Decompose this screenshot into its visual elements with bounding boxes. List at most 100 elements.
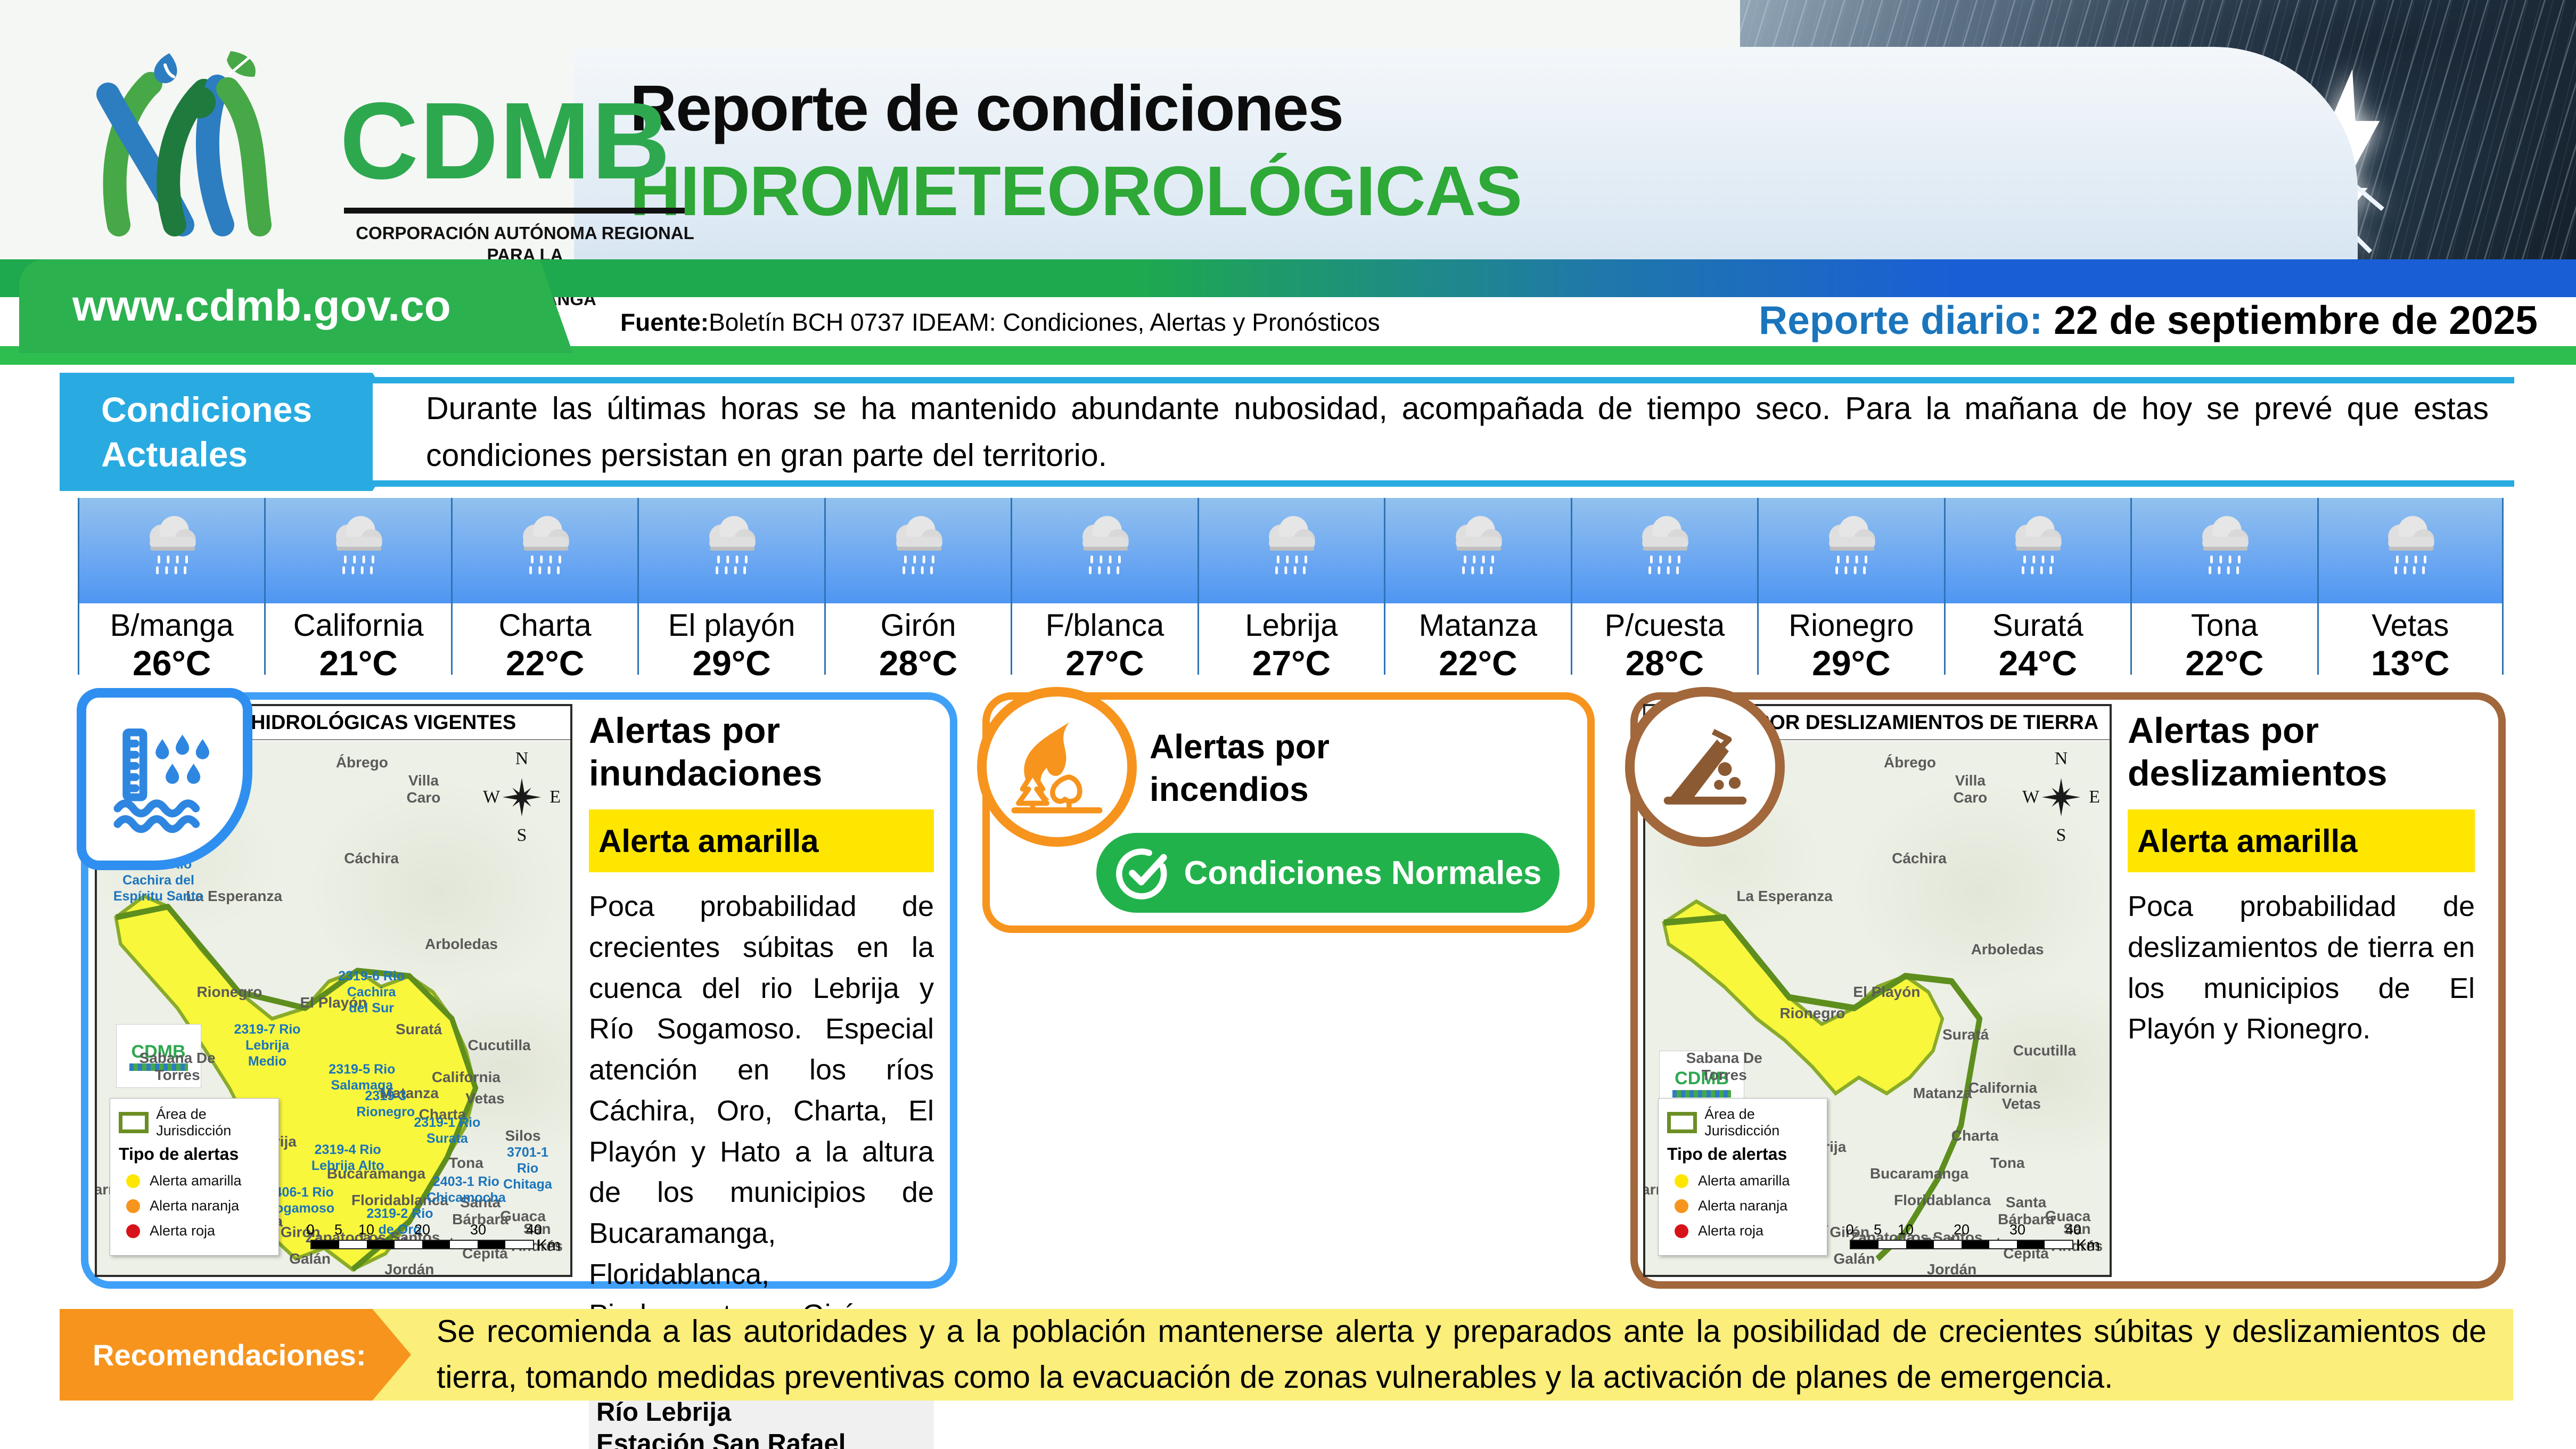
city-name: California	[293, 608, 424, 643]
compass-rose: N W E S	[2022, 749, 2100, 845]
city-temperature: 22°C	[505, 643, 585, 683]
map-place-label: Ábrego	[1884, 754, 1937, 771]
map-place-label: Jordán	[1926, 1260, 1977, 1275]
station-name: Estación San Rafael	[596, 1429, 846, 1449]
scalebar-ticks: 0 5 10 20 30 40	[306, 1222, 542, 1238]
city-temperature: 28°C	[1625, 643, 1704, 683]
map-place-label: Galán	[289, 1250, 331, 1267]
fire-alert-panel: Alertas por incendios Condiciones Normal…	[977, 687, 1595, 933]
city-temperature: 29°C	[1812, 643, 1891, 683]
jurisdiction-label: Área de Jurisdicción	[1704, 1106, 1780, 1139]
title-card: Reporte de condiciones HIDROMETEOROLÓGIC…	[574, 47, 2358, 259]
map-place-label: Matanza	[1913, 1085, 1972, 1102]
rain-cloud-icon	[266, 498, 451, 603]
weather-cell: Lebrija 27°C	[1197, 498, 1384, 683]
map-river-label: 2319-2 Rio de Oro	[366, 1206, 433, 1237]
alert-type-label: Alerta amarilla	[150, 1173, 242, 1189]
map-place-label: La Esperanza	[1736, 887, 1833, 904]
scalebar-tick: 40	[2065, 1222, 2082, 1238]
map-place-label: California	[1968, 1079, 2038, 1096]
map-place-label: Cáchira	[1892, 850, 1947, 867]
compass-w: W	[2022, 787, 2040, 807]
scalebar-tick: 0	[306, 1222, 315, 1238]
map-place-label: Guaca	[500, 1207, 546, 1224]
weather-cell: F/blanca 27°C	[1011, 498, 1197, 683]
landslide-heading: Alertas por deslizamientos	[2128, 709, 2475, 795]
legend-item: Alerta roja	[1675, 1223, 1818, 1239]
legend-item: Alerta amarilla	[1675, 1173, 1818, 1189]
weather-cell: Matanza 22°C	[1384, 498, 1571, 683]
page-subtitle: HIDROMETEOROLÓGICAS	[630, 152, 1522, 230]
cdmb-figures-icon	[96, 51, 272, 236]
city-name: Charta	[498, 608, 592, 643]
flood-alert-level: Alerta amarilla	[598, 823, 819, 859]
legend-item: Alerta naranja	[126, 1198, 270, 1214]
alert-type-label: Alerta roja	[1698, 1223, 1764, 1239]
rain-cloud-icon	[2132, 498, 2317, 603]
alert-color-dot	[1675, 1174, 1688, 1188]
compass-s: S	[2056, 825, 2066, 845]
city-name: Suratá	[1992, 608, 2083, 643]
flood-icon	[77, 688, 252, 870]
city-temperature: 24°C	[1998, 643, 2078, 683]
source-line: Fuente: Boletín BCH 0737 IDEAM: Condicio…	[620, 298, 1380, 346]
map-river-label: 2319-3 Rionegro	[356, 1088, 415, 1120]
rain-cloud-icon	[1572, 498, 1758, 603]
map-place-label: Galán	[1833, 1250, 1875, 1267]
compass-e: E	[549, 787, 561, 807]
website-ribbon: www.cdmb.gov.co	[19, 259, 573, 353]
cdmb-logo: CDMB CORPORACIÓN AUTÓNOMA REGIONAL PARA …	[89, 38, 694, 309]
current-conditions-label-1: Condiciones	[101, 389, 313, 429]
scalebar-ticks: 0 5 10 20 30 40	[1845, 1222, 2081, 1238]
rain-cloud-icon	[1759, 498, 1944, 603]
map-place-label: Vetas	[2001, 1095, 2041, 1112]
map-place-label: San Andrés	[511, 1220, 563, 1254]
report-date-value	[2042, 297, 2054, 343]
map-river-label: 2319-6 Rio Cachira del Sur	[338, 968, 405, 1016]
map-scalebar: 0 5 10 20 30 40 Km	[306, 1222, 561, 1259]
landslide-alert-level-badge: Alerta amarilla	[2128, 809, 2475, 873]
legend-title: Tipo de alertas	[1667, 1144, 1787, 1164]
city-temperature: 28°C	[879, 643, 958, 683]
city-temperature: 22°C	[2185, 643, 2264, 683]
map-place-label: Jordán	[384, 1260, 434, 1275]
compass-e: E	[2089, 787, 2100, 807]
logo-rule	[344, 208, 685, 214]
landslide-heading-line2: deslizamientos	[2128, 753, 2388, 794]
alert-type-label: Alerta amarilla	[1698, 1173, 1790, 1189]
landslide-alert-zone	[1662, 899, 1983, 1262]
map-place-label: Guaca	[2045, 1207, 2091, 1224]
scalebar-tick: 10	[358, 1222, 375, 1238]
map-place-label: Villa Caro	[1953, 772, 1988, 806]
weather-cell: B/manga 26°C	[78, 498, 265, 683]
landslide-icon	[1625, 687, 1785, 847]
alert-color-dot	[126, 1224, 140, 1238]
city-name: Vetas	[2372, 608, 2449, 643]
compass-star-icon	[503, 778, 541, 816]
map-river-label: 2319-4 Rio Lebrija Alto	[311, 1142, 384, 1173]
city-name: Tona	[2191, 608, 2258, 643]
rain-cloud-icon	[1012, 498, 1197, 603]
scalebar-bar	[310, 1240, 534, 1249]
scalebar-tick: 10	[1897, 1222, 1914, 1238]
rain-cloud-icon	[639, 498, 824, 603]
map-place-label: Arboledas	[425, 935, 498, 952]
current-conditions-box: Durante las últimas horas se ha mantenid…	[373, 377, 2514, 487]
alert-color-dot	[1675, 1224, 1688, 1238]
source-text: Boletín BCH 0737 IDEAM: Condiciones, Ale…	[709, 308, 1380, 336]
map-place-label: Bucaramanga	[1869, 1165, 1969, 1182]
city-name: P/cuesta	[1604, 608, 1725, 643]
weather-strip: B/manga 26°C Cal	[78, 498, 2504, 683]
report-date-label: Reporte diario:	[1758, 298, 2043, 342]
jurisdiction-swatch	[1667, 1112, 1697, 1133]
city-temperature: 26°C	[132, 643, 211, 683]
flood-heading-line1: Alertas por	[589, 710, 780, 751]
scalebar-bar	[1850, 1240, 2073, 1249]
weather-cell: Vetas 13°C	[2317, 498, 2504, 683]
scalebar-tick: 30	[2009, 1222, 2026, 1238]
map-place-label: Cucutilla	[467, 1037, 531, 1054]
rain-cloud-icon	[452, 498, 638, 603]
map-river-label: 2319-1 Rio Surata	[414, 1115, 481, 1147]
scalebar-tick: 5	[334, 1222, 343, 1238]
website-link[interactable]: www.cdmb.gov.co	[72, 282, 451, 330]
